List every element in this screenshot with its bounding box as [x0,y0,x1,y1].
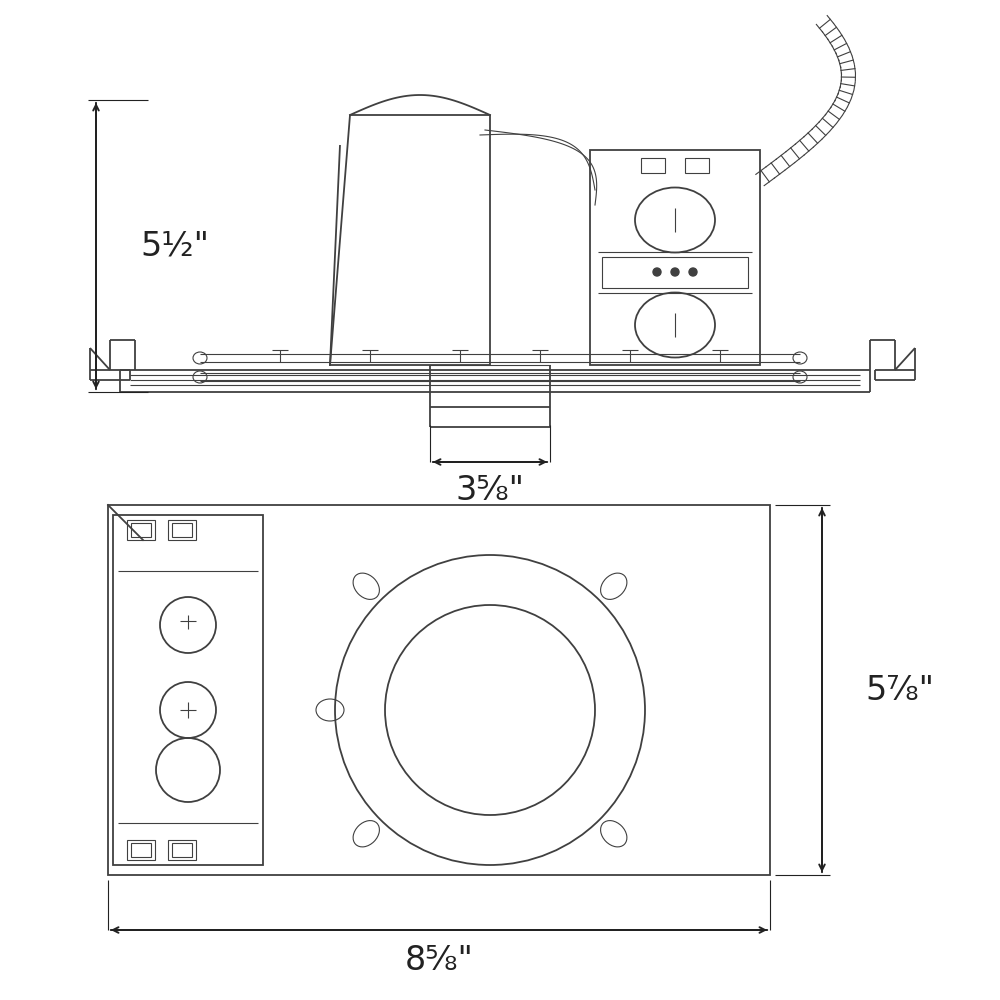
Bar [602,257,748,288]
Bar [172,523,192,537]
Text: 3⅝": 3⅝" [456,474,524,506]
Circle shape [653,268,661,276]
Bar [131,523,151,537]
Bar [131,843,151,857]
Bar [168,520,196,540]
Text: 5½": 5½" [140,230,210,262]
Bar [168,840,196,860]
Bar [172,843,192,857]
Text: 5⅞": 5⅞" [866,674,934,706]
Bar [641,158,665,173]
Text: 8⅝": 8⅝" [405,944,473,976]
Bar [127,520,155,540]
Bar [685,158,709,173]
Circle shape [671,268,679,276]
Bar [127,840,155,860]
Bar [113,515,263,865]
Circle shape [689,268,697,276]
Bar [590,150,760,365]
Bar [108,505,770,875]
